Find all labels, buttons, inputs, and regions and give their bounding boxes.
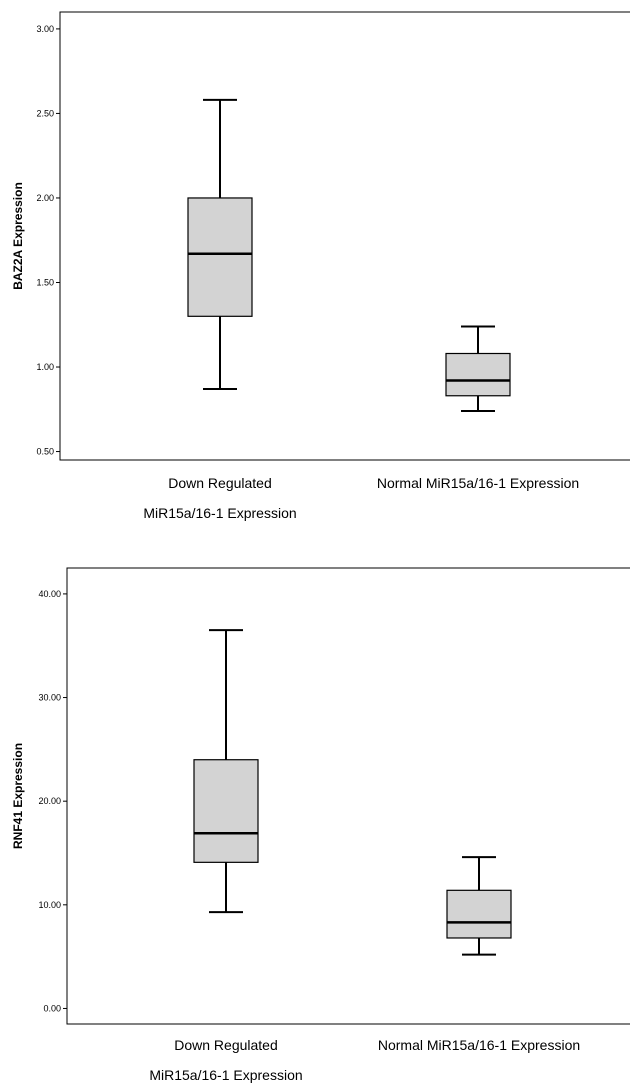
- baz2a-category-label-line2: MiR15a/16-1 Expression: [143, 505, 296, 521]
- baz2a-group2-iqr-box: [445, 352, 511, 397]
- baz2a-ytick-label: 3.00: [36, 24, 54, 34]
- rnf41-category-label: Down Regulated: [174, 1037, 278, 1053]
- baz2a-y-axis-title: BAZ2A Expression: [11, 182, 25, 290]
- rnf41-boxplot-panel: 0.00 10.00 20.00 30.00 40.00 RNF41 Expression…: [0, 548, 630, 1083]
- rnf41-category-label: Normal MiR15a/16-1 Expression: [378, 1037, 580, 1053]
- rnf41-y-axis-title: RNF41 Expression: [11, 743, 25, 849]
- baz2a-group1-iqr-box: [187, 197, 253, 317]
- rnf41-boxplot: 0.00 10.00 20.00 30.00 40.00 RNF41 Expression…: [11, 567, 630, 1083]
- rnf41-category-label-line2: MiR15a/16-1 Expression: [149, 1067, 302, 1083]
- baz2a-boxplot: 0.50 1.00 1.50 2.00 2.50 3.00 BAZ2A Expression…: [11, 11, 630, 521]
- rnf41-ytick-label: 0.00: [43, 1003, 61, 1013]
- rnf41-ytick-label: 10.00: [38, 900, 61, 910]
- rnf41-group1-iqr-box: [193, 759, 259, 863]
- rnf41-plot-frame: [66, 567, 630, 1025]
- baz2a-ytick-label: 0.50: [36, 447, 54, 457]
- baz2a-ytick-label: 2.50: [36, 108, 54, 118]
- baz2a-ytick-label: 1.50: [36, 277, 54, 287]
- rnf41-ytick-label: 20.00: [38, 796, 61, 806]
- baz2a-ytick-label: 2.00: [36, 193, 54, 203]
- rnf41-ytick-label: 40.00: [38, 589, 61, 599]
- baz2a-ytick-label: 1.00: [36, 362, 54, 372]
- baz2a-boxplot-panel: 0.50 1.00 1.50 2.00 2.50 3.00 BAZ2A Expression…: [0, 0, 630, 540]
- rnf41-ytick-label: 30.00: [38, 693, 61, 703]
- rnf41-group2-iqr-box: [446, 889, 512, 939]
- baz2a-category-label: Normal MiR15a/16-1 Expression: [377, 475, 579, 491]
- baz2a-category-label: Down Regulated: [168, 475, 272, 491]
- baz2a-plot-frame: [59, 11, 630, 461]
